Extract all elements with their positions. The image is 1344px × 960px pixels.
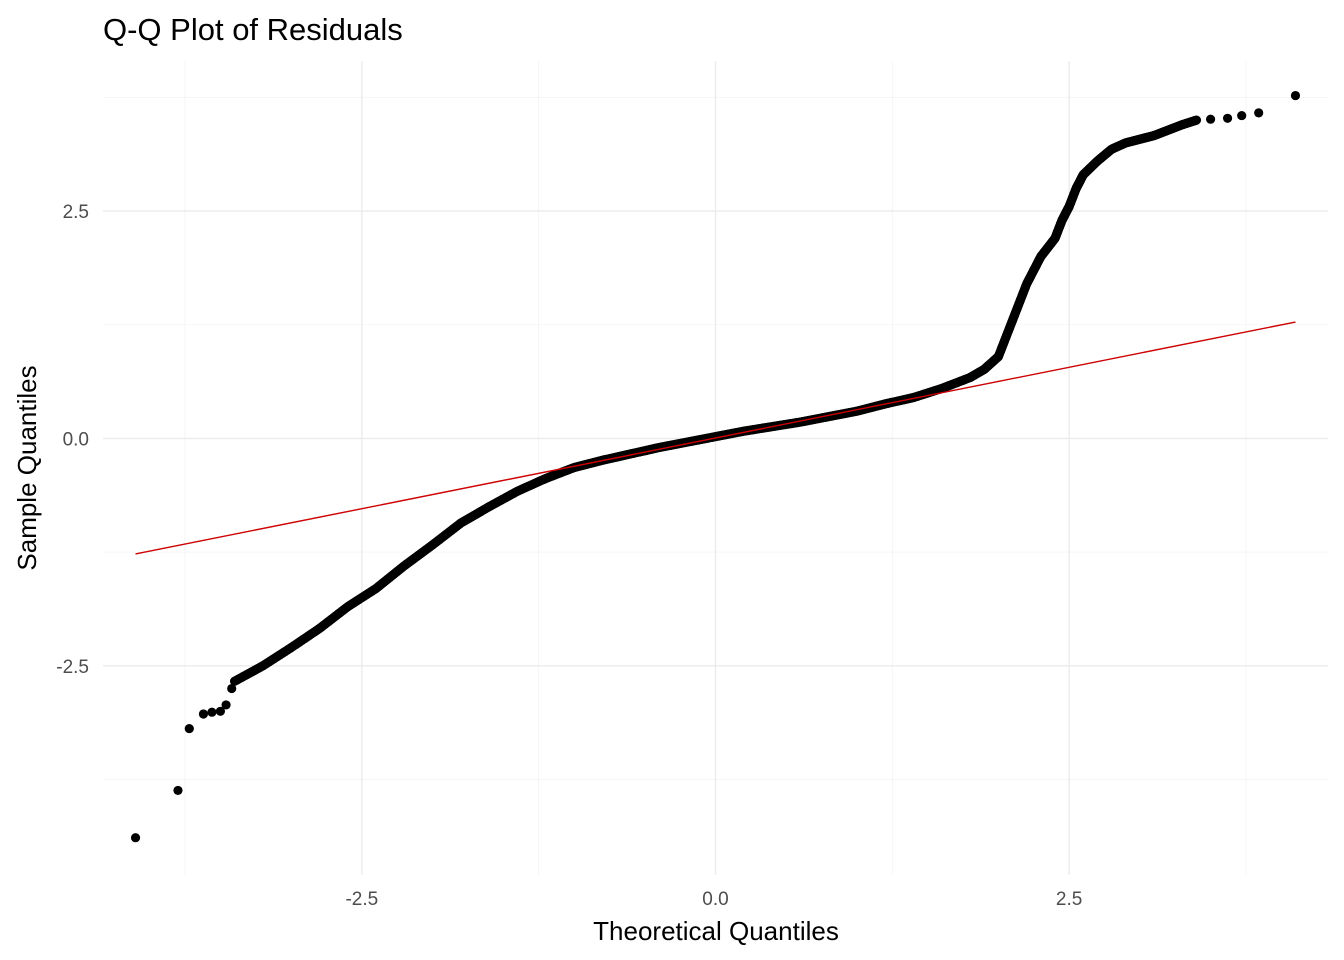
data-point — [221, 700, 231, 710]
data-points — [130, 90, 1301, 843]
x-axis-title: Theoretical Quantiles — [593, 916, 839, 946]
data-point — [1191, 115, 1202, 125]
data-point — [173, 785, 183, 796]
y-tick-label: 0.0 — [63, 429, 89, 450]
data-point — [1290, 90, 1301, 101]
data-point — [198, 709, 209, 719]
reference-line — [135, 321, 1296, 555]
x-tick-label: 0.0 — [702, 889, 728, 910]
data-point — [1237, 110, 1247, 121]
x-tick-label: 2.5 — [1056, 889, 1082, 910]
chart-title: Q-Q Plot of Residuals — [103, 12, 403, 47]
y-axis-title: Sample Quantiles — [12, 365, 42, 570]
x-axis-tick-labels: -2.5 0.0 2.5 — [345, 889, 1082, 910]
x-tick-label: -2.5 — [345, 889, 378, 910]
y-axis-tick-labels: -2.5 0.0 2.5 — [56, 202, 89, 678]
y-tick-label: 2.5 — [63, 202, 89, 223]
data-point — [227, 683, 237, 694]
data-point — [207, 707, 217, 717]
data-point — [1222, 113, 1233, 123]
data-point — [130, 833, 141, 843]
grid-major-lines — [103, 61, 1328, 875]
y-tick-label: -2.5 — [56, 657, 89, 678]
data-point — [184, 723, 194, 734]
data-point — [1205, 114, 1216, 124]
data-point — [215, 706, 226, 716]
data-point — [1254, 108, 1264, 118]
